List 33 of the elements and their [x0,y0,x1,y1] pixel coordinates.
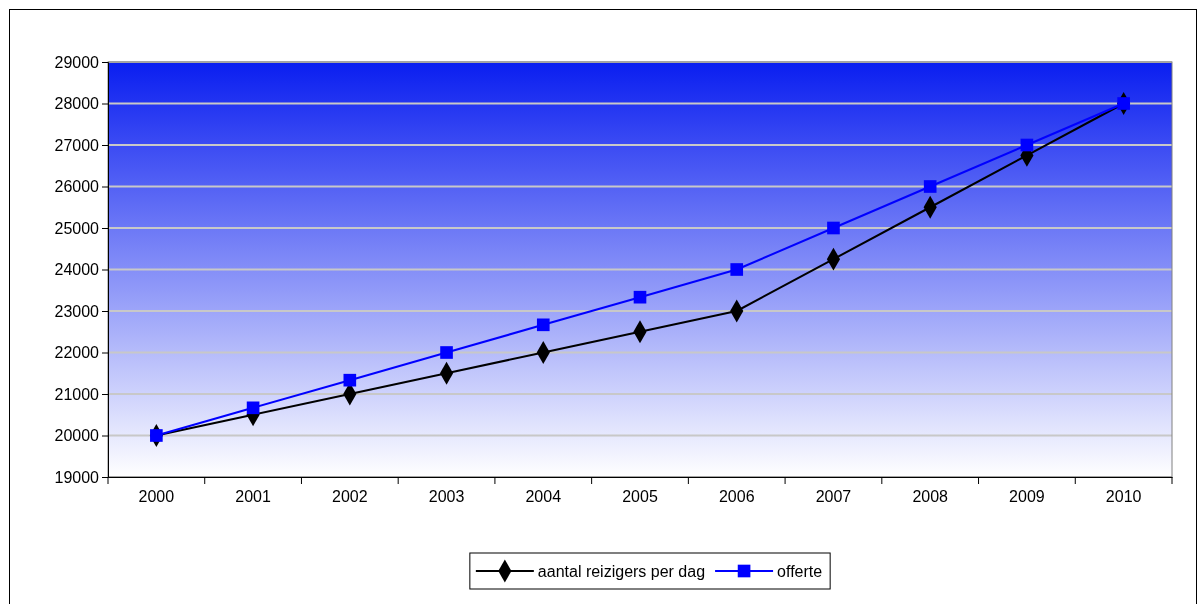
legend-label: offerte [777,563,823,580]
y-tick-label: 19000 [54,468,100,486]
point [536,318,550,332]
point [440,346,453,359]
x-tick-label: 2003 [428,488,465,506]
y-tick-label: 27000 [54,136,100,154]
y-tick-label: 20000 [54,427,100,445]
point [343,373,357,387]
x-tick-label: 2010 [1105,488,1142,506]
y-tick-label: 23000 [54,302,100,320]
y-tick-label: 29000 [54,53,100,71]
x-tick-label: 2005 [622,488,658,506]
y-tick-label: 25000 [54,219,100,237]
point [827,221,840,235]
x-tick-label: 2004 [525,488,562,506]
point [1020,138,1034,152]
point [633,290,647,304]
x-tick-label: 2008 [912,488,949,506]
y-tick-label: 22000 [54,344,100,362]
x-tick-label: 2000 [138,488,175,506]
point [730,263,744,276]
x-tick-label: 2009 [1009,488,1045,506]
x-tick-label: 2006 [718,488,755,506]
y-tick-label: 24000 [54,261,100,279]
x-tick-label: 2001 [235,488,271,506]
y-tick-label: 28000 [54,95,100,113]
x-tick-label: 2002 [332,488,368,506]
point [246,401,260,415]
legend-label: aantal reizigers per dag [537,563,706,580]
x-tick-label: 2007 [815,488,852,506]
y-tick-label: 21000 [54,385,100,403]
y-tick-label: 26000 [54,178,100,196]
point [923,180,937,193]
